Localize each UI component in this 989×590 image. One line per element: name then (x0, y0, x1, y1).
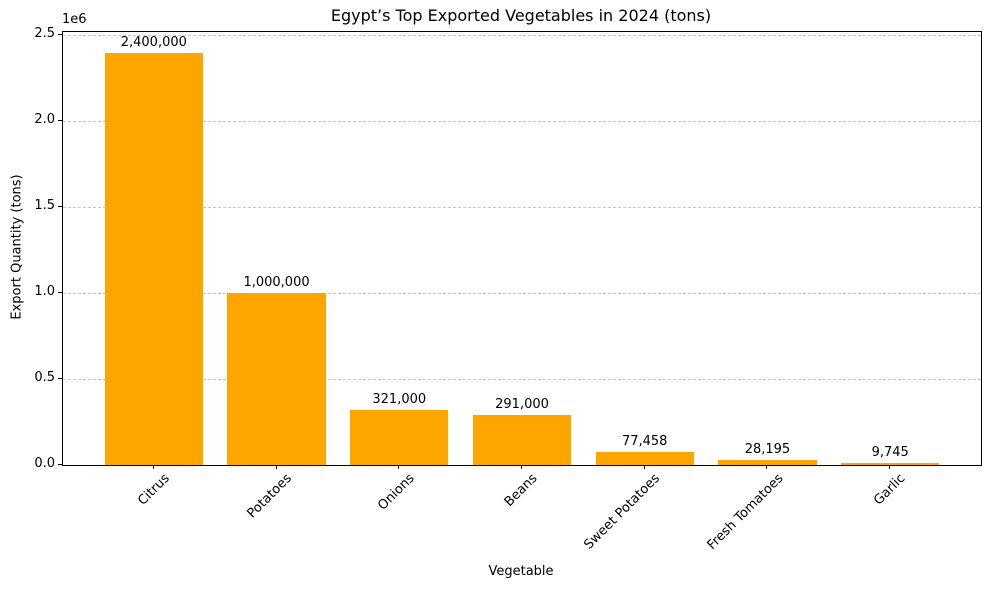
gridline (63, 120, 981, 122)
y-tick-label: 1.0 (34, 284, 55, 300)
x-tick (398, 465, 400, 469)
x-tick (643, 465, 645, 469)
bar (841, 463, 940, 465)
x-tick-label: Sweet Potatoes (581, 471, 664, 553)
chart-title: Egypt’s Top Exported Vegetables in 2024 … (330, 6, 712, 25)
bar-value-label: 28,195 (744, 442, 791, 458)
plot-area: 2,400,000 1,000,000 321,000 291,000 77,458 28… (62, 31, 982, 466)
x-tick-label: Citrus (134, 471, 173, 509)
bar-value-label: 2,400,000 (120, 34, 187, 50)
bar-value-label: 77,458 (621, 433, 668, 449)
gridline (63, 34, 981, 36)
y-tick (58, 292, 62, 294)
x-tick-label: Garlic (871, 471, 909, 509)
bar (350, 409, 449, 465)
bar-value-label: 9,745 (871, 445, 909, 461)
y-tick-label: 2.0 (34, 112, 55, 128)
x-tick (152, 465, 154, 469)
bar-value-label: 1,000,000 (243, 275, 310, 291)
y-tick-label: 2.5 (34, 26, 55, 42)
x-tick-label: Beans (501, 471, 541, 510)
x-axis-label: Vegetable (488, 564, 554, 579)
y-axis-offset-label: 1e6 (62, 12, 87, 27)
x-tick (766, 465, 768, 469)
gridline (63, 378, 981, 380)
bar (227, 293, 326, 465)
gridline (63, 206, 981, 208)
y-tick (58, 120, 62, 122)
x-tick (889, 465, 891, 469)
y-tick-label: 0.5 (34, 370, 55, 386)
bar (718, 460, 817, 465)
y-tick-label: 1.5 (34, 198, 55, 214)
x-tick-label: Onions (375, 471, 418, 514)
y-tick (58, 378, 62, 380)
gridline (63, 292, 981, 294)
x-tick (521, 465, 522, 469)
y-tick (58, 34, 62, 36)
bar-value-label: 291,000 (495, 397, 549, 412)
bar-value-label: 321,000 (372, 391, 427, 407)
bar (595, 451, 694, 465)
y-tick-label: 0.0 (34, 456, 55, 471)
x-tick-label: Potatoes (244, 471, 296, 522)
x-tick-label: Fresh Tomatoes (704, 471, 787, 553)
x-tick (275, 465, 277, 469)
y-tick (58, 206, 62, 208)
y-tick (58, 464, 62, 465)
bar (104, 52, 203, 465)
bar (472, 415, 572, 465)
